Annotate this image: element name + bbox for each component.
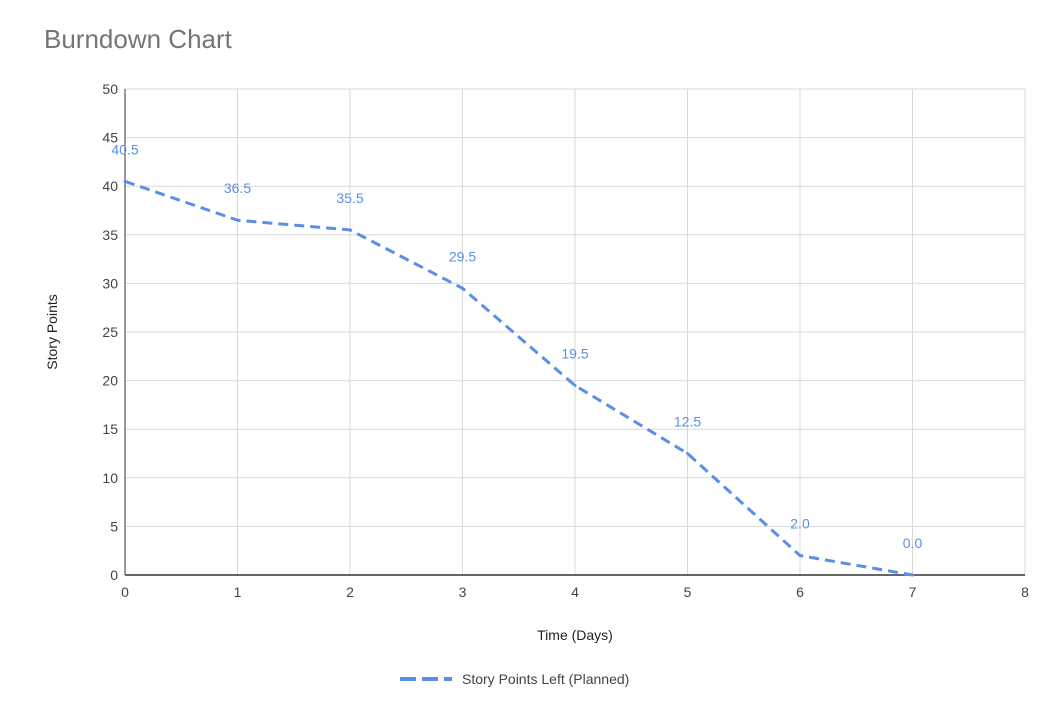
- data-point: [798, 554, 802, 558]
- data-point: [461, 286, 464, 290]
- data-point: [348, 228, 352, 232]
- data-point: [686, 452, 689, 455]
- data-labels: 40.5 36.5 35.5 29.5 19.5 12.5 2.0 0.0: [111, 141, 922, 551]
- y-tick-label: 35: [102, 227, 118, 243]
- data-label: 19.5: [561, 345, 588, 361]
- data-label: 40.5: [111, 141, 138, 157]
- data-point: [236, 218, 239, 222]
- x-tick-label: 0: [121, 584, 129, 600]
- chart-title: Burndown Chart: [44, 24, 232, 54]
- y-tick-label: 5: [110, 518, 118, 534]
- series-line-0: [124, 179, 913, 577]
- x-tick-label: 1: [234, 584, 242, 600]
- y-tick-label: 45: [102, 130, 118, 146]
- data-point: [123, 179, 127, 183]
- grid-lines: [125, 88, 1026, 575]
- y-tick-label: 20: [102, 373, 118, 389]
- y-axis-title: Story Points: [44, 294, 60, 369]
- data-label: 36.5: [224, 180, 251, 196]
- data-label: 12.5: [674, 414, 701, 430]
- x-tick-label: 3: [459, 584, 467, 600]
- x-axis-title: Time (Days): [537, 627, 613, 643]
- y-tick-label: 40: [102, 178, 118, 194]
- data-point: [911, 573, 914, 577]
- y-tick-label: 25: [102, 324, 118, 340]
- y-tick-label: 15: [102, 421, 118, 437]
- data-label: 29.5: [449, 248, 476, 264]
- x-tick-label: 7: [909, 584, 917, 600]
- series-layer: [123, 179, 914, 577]
- legend: Story Points Left (Planned): [400, 671, 629, 687]
- x-tick-label: 6: [796, 584, 804, 600]
- data-point: [573, 383, 577, 387]
- x-tick-label: 8: [1021, 584, 1029, 600]
- x-tick-label: 2: [346, 584, 354, 600]
- y-tick-label: 10: [102, 470, 118, 486]
- y-tick-label: 30: [102, 275, 118, 291]
- y-tick-label: 0: [110, 567, 118, 583]
- data-label: 35.5: [336, 190, 363, 206]
- x-tick-label: 4: [571, 584, 579, 600]
- data-label: 2.0: [790, 516, 810, 532]
- legend-label-planned: Story Points Left (Planned): [462, 671, 629, 687]
- y-tick-label: 50: [102, 81, 118, 97]
- x-tick-label: 5: [684, 584, 692, 600]
- data-label: 0.0: [903, 535, 923, 551]
